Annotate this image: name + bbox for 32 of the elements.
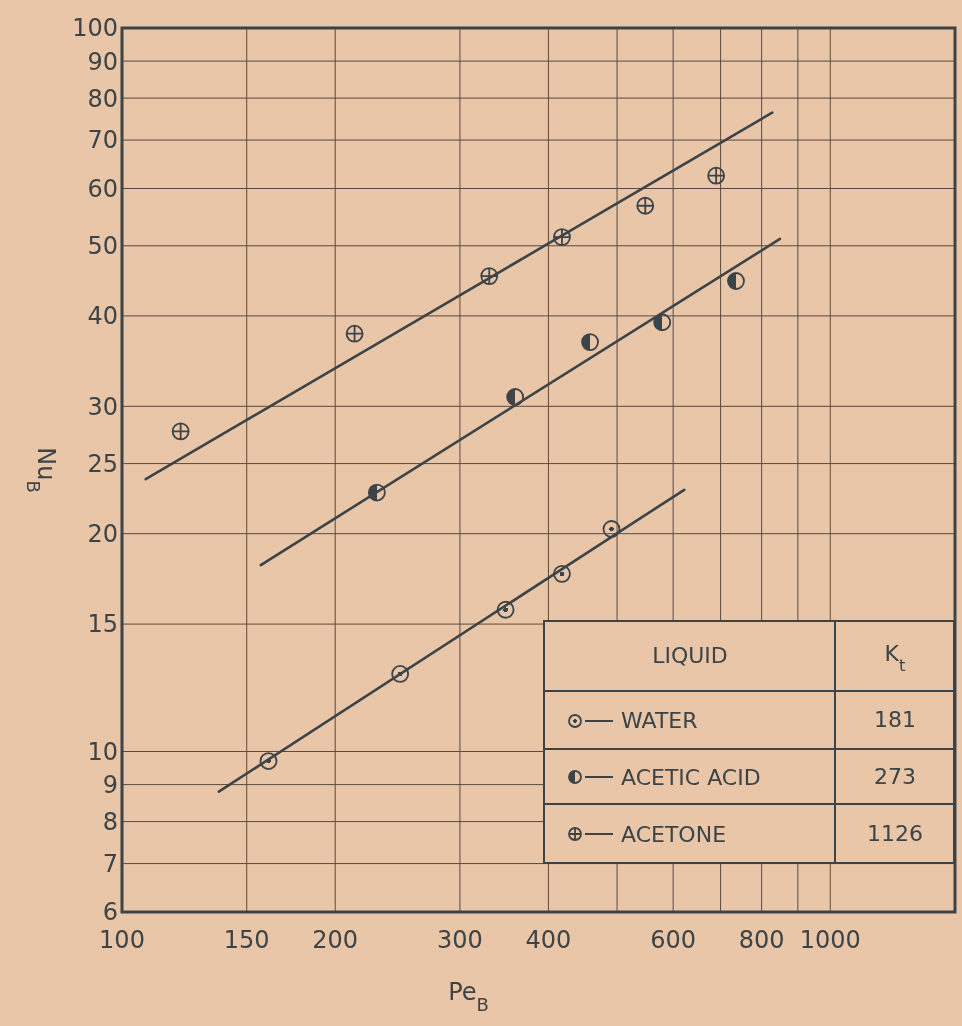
y-tick-label: 90 [87, 47, 118, 76]
y-tick-label: 30 [87, 392, 118, 421]
x-axis-title: Pe$_{B}$ [448, 978, 489, 1015]
x-tick-label: 200 [312, 926, 359, 954]
x-tick-label: 300 [437, 926, 483, 954]
legend-title: LIQUID [651, 643, 728, 668]
y-tick-label: 40 [87, 302, 118, 331]
annotation: K$_{t}$ [884, 641, 906, 675]
y-tick-label: 9 [102, 771, 118, 799]
y-tick-label: 7 [102, 849, 118, 878]
y-tick-label: 100 [72, 14, 118, 43]
x-tick-label: 400 [525, 926, 572, 954]
x-tick-label: 150 [223, 926, 270, 954]
x-tick-label: 800 [738, 926, 785, 954]
legend-label: WATER [621, 708, 698, 734]
annotation: 181 [873, 707, 916, 732]
y-tick-label: 25 [87, 449, 118, 478]
y-tick-label: 6 [102, 898, 118, 927]
x-tick-label: 600 [650, 926, 697, 954]
y-tick-label: 10 [87, 737, 118, 766]
y-tick-label: 50 [87, 232, 118, 261]
y-tick-label: 20 [87, 520, 118, 549]
legend-label: ACETIC ACID [621, 764, 761, 790]
y-tick-label: 8 [102, 808, 118, 837]
x-tick-label: 1000 [799, 926, 861, 954]
y-tick-label: 15 [87, 610, 118, 639]
y-tick-label: 70 [87, 126, 118, 155]
y-tick-label: 80 [87, 84, 118, 113]
legend-label: ACETONE [621, 821, 727, 847]
annotation: 273 [873, 763, 916, 789]
annotation: 1126 [866, 820, 923, 846]
y-tick-label: 60 [87, 174, 118, 203]
